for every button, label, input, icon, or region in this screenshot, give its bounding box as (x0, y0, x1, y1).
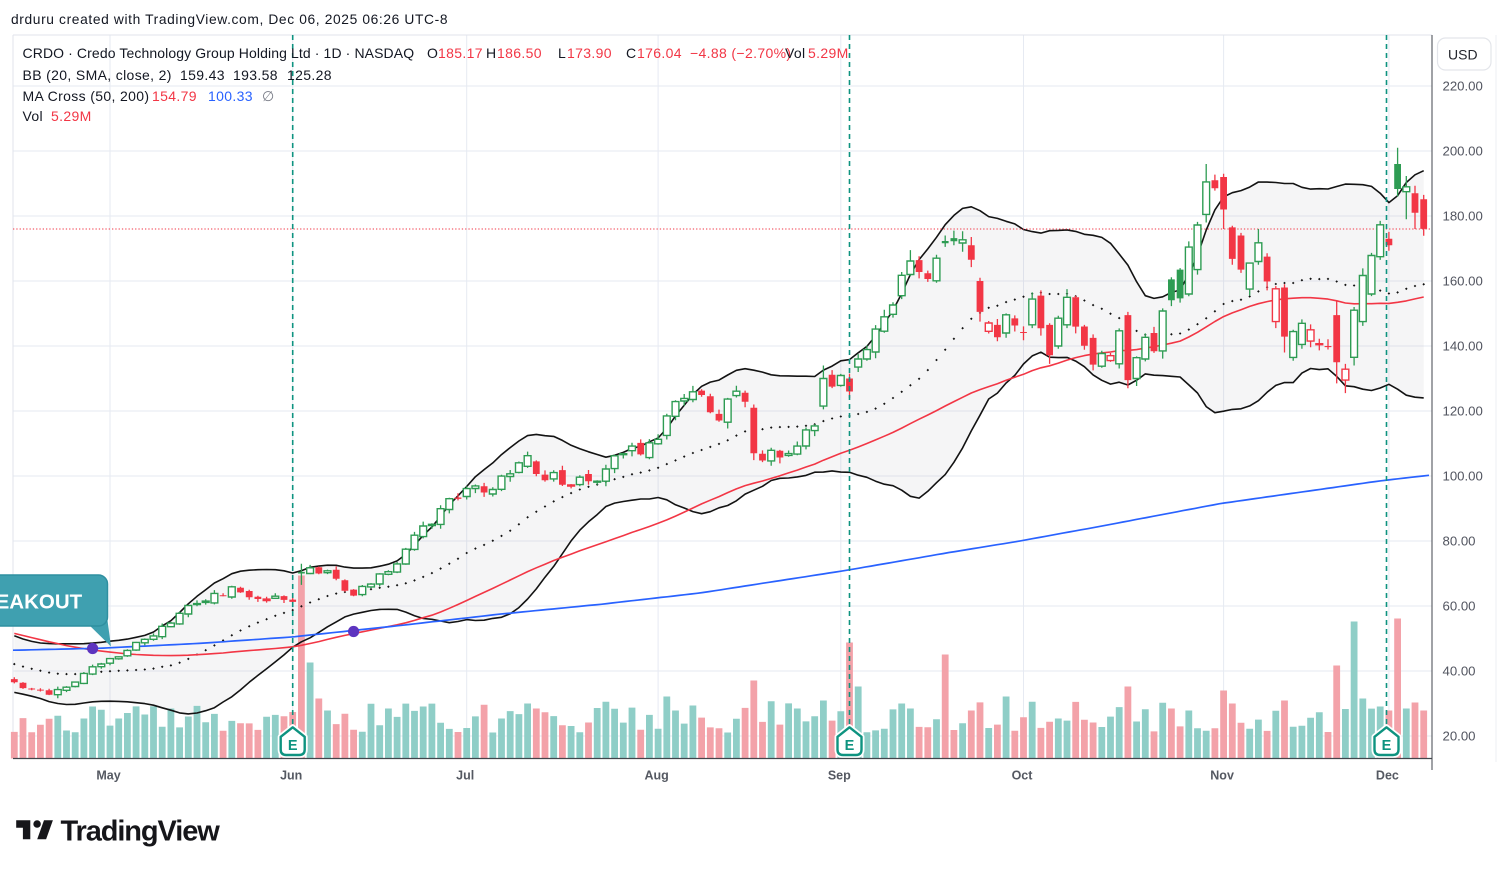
svg-text:H: H (486, 45, 496, 61)
svg-text:160.00: 160.00 (1443, 274, 1483, 289)
svg-text:193.58: 193.58 (233, 67, 278, 83)
svg-text:159.43: 159.43 (180, 67, 225, 83)
svg-text:Oct: Oct (1012, 769, 1034, 783)
svg-text:Vol: Vol (785, 45, 806, 61)
svg-text:USD: USD (1448, 47, 1478, 63)
svg-text:Sep: Sep (828, 769, 851, 783)
svg-text:154.79: 154.79 (152, 88, 197, 104)
svg-text:TradingView: TradingView (61, 816, 221, 848)
svg-text:Jul: Jul (456, 769, 474, 783)
svg-text:173.90: 173.90 (567, 45, 612, 61)
svg-text:Nov: Nov (1210, 769, 1234, 783)
svg-text:60.00: 60.00 (1443, 599, 1476, 614)
svg-text:∅: ∅ (262, 88, 275, 104)
svg-text:176.04: 176.04 (637, 45, 682, 61)
svg-text:185.17: 185.17 (438, 45, 483, 61)
svg-text:CRDO · Credo Technology Group: CRDO · Credo Technology Group Holding Lt… (23, 45, 415, 61)
svg-text:C: C (626, 45, 636, 61)
svg-text:180.00: 180.00 (1443, 209, 1483, 224)
svg-text:Dec: Dec (1376, 769, 1399, 783)
svg-text:80.00: 80.00 (1443, 534, 1476, 549)
svg-text:20.00: 20.00 (1443, 729, 1476, 744)
svg-text:125.28: 125.28 (287, 67, 332, 83)
svg-text:E: E (1382, 738, 1392, 754)
svg-text:E: E (288, 738, 298, 754)
svg-text:100.33: 100.33 (208, 88, 253, 104)
svg-text:100.00: 100.00 (1443, 469, 1483, 484)
svg-text:O: O (427, 45, 438, 61)
svg-text:L: L (558, 45, 566, 61)
svg-text:MA Cross (50, 200): MA Cross (50, 200) (23, 88, 150, 104)
svg-text:186.50: 186.50 (497, 45, 542, 61)
svg-text:220.00: 220.00 (1443, 79, 1483, 94)
svg-text:120.00: 120.00 (1443, 404, 1483, 419)
svg-text:200.00: 200.00 (1443, 144, 1483, 159)
svg-text:−4.88 (−2.70%): −4.88 (−2.70%) (690, 45, 791, 61)
svg-text:140.00: 140.00 (1443, 339, 1483, 354)
svg-text:Vol: Vol (23, 108, 44, 124)
svg-text:Jun: Jun (280, 769, 302, 783)
svg-text:May: May (96, 769, 120, 783)
svg-text:40.00: 40.00 (1443, 664, 1476, 679)
svg-text:BREAKOUT: BREAKOUT (0, 591, 83, 614)
svg-text:BB (20, SMA, close, 2): BB (20, SMA, close, 2) (23, 67, 172, 83)
svg-text:5.29M: 5.29M (808, 45, 849, 61)
svg-text:5.29M: 5.29M (51, 108, 92, 124)
svg-text:E: E (845, 738, 855, 754)
svg-text:Aug: Aug (644, 769, 668, 783)
svg-text:drduru created with TradingVie: drduru created with TradingView.com, Dec… (11, 12, 448, 27)
